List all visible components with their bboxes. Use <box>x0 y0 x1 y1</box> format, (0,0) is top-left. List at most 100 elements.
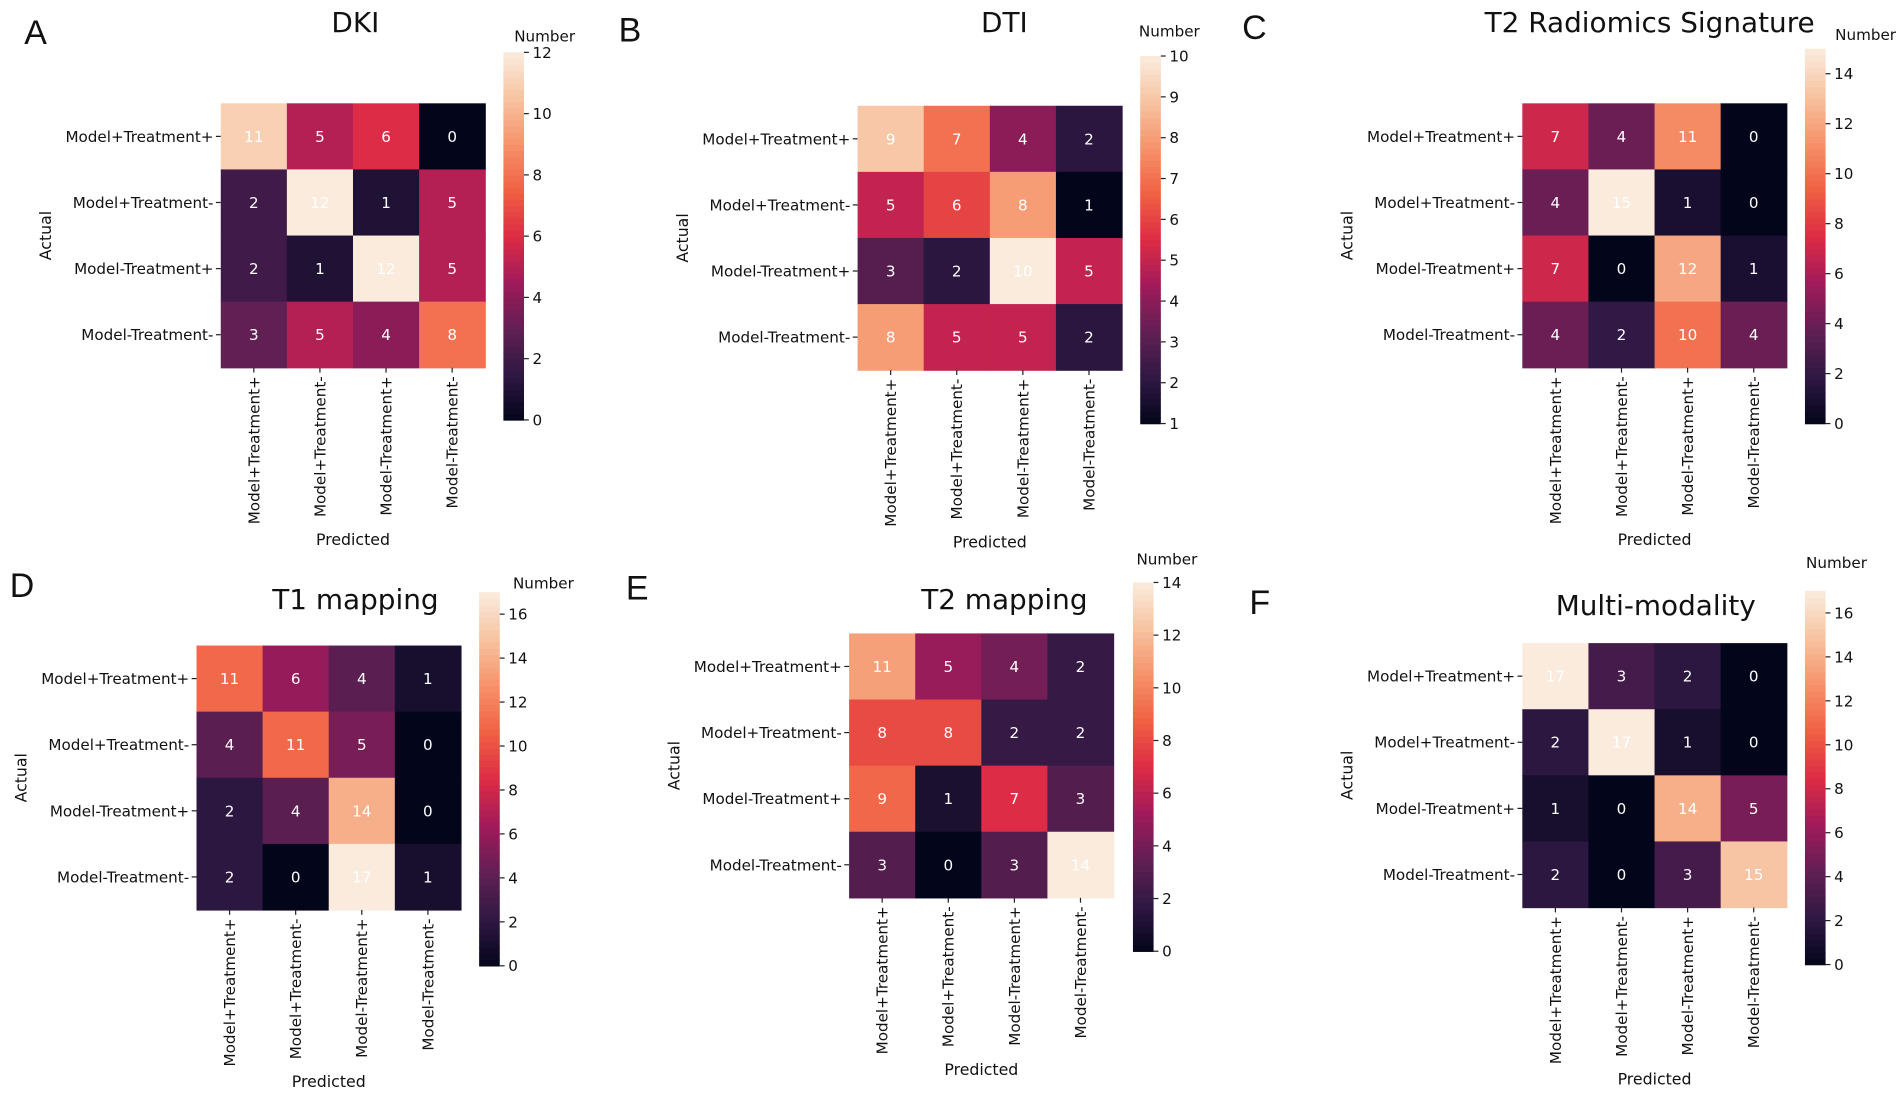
colorbar-segment <box>1140 184 1161 192</box>
colorbar-segment <box>503 211 525 219</box>
colorbar-segment <box>479 828 500 836</box>
colorbar-segment <box>1132 582 1154 590</box>
cell-value-label: 8 <box>447 326 457 344</box>
colorbar-segment <box>1132 840 1154 848</box>
heatmap-cell <box>1522 775 1590 843</box>
colorbar-segment <box>1804 840 1826 847</box>
colorbar-segment <box>479 592 500 600</box>
colorbar-segment <box>479 928 500 936</box>
colorbar-tick-label: 10 <box>533 105 552 123</box>
colorbar-segment <box>1804 204 1826 212</box>
colorbar-segment <box>503 272 525 280</box>
cell-value-label: 3 <box>877 856 887 874</box>
colorbar-segment <box>1132 938 1154 946</box>
colorbar-segment <box>1132 791 1154 799</box>
colorbar-segment <box>1804 777 1826 785</box>
y-tick-label: Model+Treatment- <box>1374 194 1515 212</box>
cell-value-label: 2 <box>1551 734 1561 752</box>
cell-value-label: 0 <box>291 868 301 886</box>
x-tick-label: Model+Treatment- <box>940 906 958 1047</box>
colorbar-segment <box>503 358 525 366</box>
colorbar-segment <box>479 897 500 905</box>
cell-value-label: 15 <box>1744 866 1763 884</box>
cell-value-label: 3 <box>1617 668 1627 686</box>
heatmap-cell <box>857 171 925 239</box>
colorbar-segment <box>1804 48 1826 56</box>
colorbar-tick-label: 12 <box>1834 692 1853 710</box>
colorbar-segment <box>479 810 500 818</box>
x-tick-label: Model+Treatment+ <box>221 918 239 1066</box>
cell-value-label: 8 <box>886 329 896 347</box>
colorbar-segment <box>503 125 525 133</box>
colorbar-segment <box>503 64 525 72</box>
x-tick-label: Model-Treatment- <box>1080 379 1098 511</box>
y-tick-label: Model-Treatment- <box>57 868 189 886</box>
colorbar-tick-label: 8 <box>1834 780 1844 798</box>
colorbar-segment <box>479 866 500 874</box>
colorbar-segment <box>479 741 500 749</box>
colorbar-label: Number <box>1136 550 1198 568</box>
colorbar-segment <box>1804 417 1826 425</box>
chart-title: T1 mapping <box>271 583 438 616</box>
colorbar-segment <box>1804 952 1826 960</box>
colorbar-segment <box>479 710 500 718</box>
y-tick-label: Model+Treatment- <box>48 736 189 754</box>
colorbar-segment <box>1132 809 1154 817</box>
colorbar-segment <box>1804 671 1826 679</box>
heatmap-cell <box>1720 103 1788 171</box>
heatmap-cell <box>857 237 925 305</box>
colorbar-segment <box>1804 242 1826 250</box>
colorbar-segment <box>503 187 525 194</box>
heatmap-cell <box>286 103 354 171</box>
colorbar-segment <box>1140 313 1161 321</box>
colorbar-tick-label: 12 <box>533 44 552 62</box>
colorbar-segment <box>1804 173 1826 181</box>
cell-value-label: 5 <box>886 196 896 214</box>
heatmap-cell <box>1654 301 1722 369</box>
cell-value-label: 1 <box>1749 260 1759 278</box>
colorbar-segment <box>1132 631 1154 639</box>
colorbar-segment <box>479 747 500 755</box>
y-tick-label: Model-Treatment- <box>81 326 213 344</box>
colorbar-segment <box>479 604 500 612</box>
colorbar-segment <box>479 835 500 842</box>
panel-letter: C <box>1242 9 1267 47</box>
colorbar-label: Number <box>513 575 575 593</box>
colorbar-segment <box>1140 209 1161 217</box>
colorbar-segment <box>503 346 525 354</box>
colorbar-segment <box>503 223 525 231</box>
colorbar-tick-label: 8 <box>1834 215 1844 233</box>
colorbar-segment <box>479 841 500 849</box>
cell-value-label: 2 <box>1683 668 1693 686</box>
colorbar-segment <box>1804 746 1826 754</box>
colorbar-segment <box>479 623 500 631</box>
heatmap-cell <box>394 843 462 911</box>
colorbar-segment <box>1804 802 1826 810</box>
cell-value-label: 4 <box>1551 194 1561 212</box>
heatmap-cell <box>1588 841 1656 909</box>
heatmap-cell <box>915 765 982 833</box>
colorbar-segment <box>479 648 500 656</box>
colorbar-segment <box>503 340 525 348</box>
colorbar-segment <box>503 181 525 188</box>
colorbar-segment <box>1804 902 1826 910</box>
colorbar-segment <box>1804 142 1826 150</box>
heatmap-cell <box>1588 103 1656 171</box>
cell-value-label: 1 <box>381 194 391 212</box>
colorbar-tick-label: 7 <box>1169 170 1179 188</box>
colorbar-segment <box>1132 772 1154 780</box>
colorbar-segment <box>1804 223 1826 231</box>
colorbar-segment <box>1804 229 1826 237</box>
colorbar-segment <box>1804 783 1826 791</box>
heatmap-cell <box>196 711 264 779</box>
colorbar-segment <box>1804 136 1826 144</box>
heatmap-cell <box>1654 709 1722 776</box>
cell-value-label: 7 <box>1551 260 1561 278</box>
colorbar-tick-label: 8 <box>1169 129 1179 147</box>
colorbar-tick-label: 12 <box>508 694 527 712</box>
colorbar-segment <box>1140 111 1161 119</box>
cell-value-label: 0 <box>423 736 433 754</box>
colorbar-segment <box>1804 236 1826 244</box>
colorbar-segment <box>1804 709 1826 717</box>
cell-value-label: 0 <box>1749 194 1759 212</box>
